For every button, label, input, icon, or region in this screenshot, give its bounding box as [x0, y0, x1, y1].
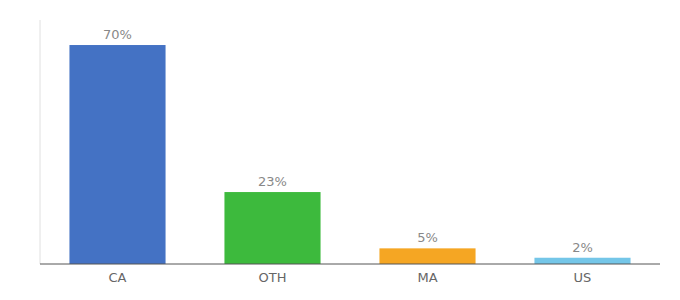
data-label: 2%: [572, 240, 593, 255]
x-tick-label: OTH: [259, 270, 287, 285]
bars: [69, 45, 630, 264]
bar: [224, 192, 320, 264]
data-label: 23%: [258, 174, 287, 189]
bar: [379, 248, 475, 264]
x-tick-label: US: [574, 270, 592, 285]
bar: [69, 45, 165, 264]
x-tick-label: MA: [417, 270, 437, 285]
x-tick-label: CA: [109, 270, 127, 285]
chart-container: CA OTH MA US 70% 23% 5% 2%: [0, 0, 680, 300]
data-label: 70%: [103, 27, 132, 42]
data-label: 5%: [417, 230, 438, 245]
bar: [534, 258, 630, 264]
chart: CA OTH MA US 70% 23% 5% 2%: [0, 0, 680, 300]
y-axis-line: [40, 20, 41, 264]
x-axis-line: [40, 264, 660, 265]
